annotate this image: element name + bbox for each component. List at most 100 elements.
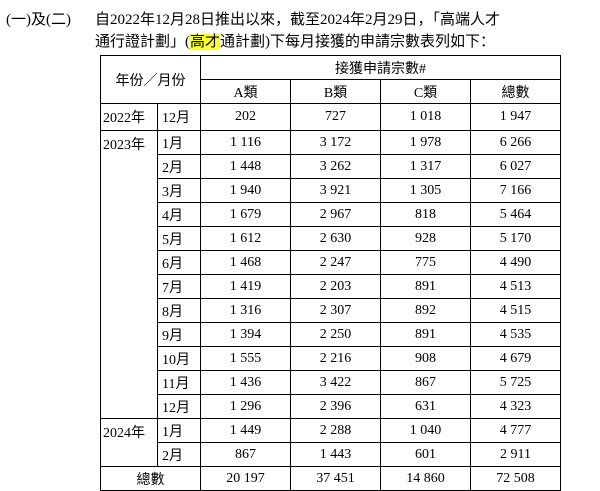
highlight: 高才 bbox=[190, 34, 221, 50]
month-cell: 10月 bbox=[157, 346, 201, 371]
value-cell: 2 216 bbox=[290, 346, 381, 371]
table-row: 2月 1 448 3 262 1 317 6 027 bbox=[101, 154, 561, 179]
value-cell: 3 422 bbox=[290, 370, 381, 395]
value-cell: 867 bbox=[200, 442, 291, 467]
value-cell: 867 bbox=[380, 370, 471, 395]
month-cell: 6月 bbox=[157, 250, 201, 275]
month-cell: 12月 bbox=[157, 394, 201, 419]
value-cell: 1 468 bbox=[200, 250, 291, 275]
value-cell: 4 515 bbox=[470, 298, 561, 323]
value-cell: 2 396 bbox=[290, 394, 381, 419]
value-cell: 2 250 bbox=[290, 322, 381, 347]
value-cell: 1 448 bbox=[200, 154, 291, 179]
value-cell: 818 bbox=[380, 202, 471, 227]
table-row: 2023年 1月 1 116 3 172 1 978 6 266 bbox=[100, 130, 561, 419]
table-row: 9月 1 394 2 250 891 4 535 bbox=[101, 322, 561, 347]
value-cell: 7 166 bbox=[470, 178, 561, 203]
value-cell: 2 247 bbox=[290, 250, 381, 275]
value-cell: 891 bbox=[380, 322, 471, 347]
total-cell: 37 451 bbox=[290, 466, 381, 491]
header-cell: 總數 bbox=[470, 79, 561, 104]
value-cell: 1 679 bbox=[200, 202, 291, 227]
value-cell: 1 947 bbox=[470, 103, 561, 131]
month-cell: 1月 bbox=[157, 130, 201, 155]
value-cell: 4 535 bbox=[470, 322, 561, 347]
month-cell: 4月 bbox=[157, 202, 201, 227]
value-cell: 3 921 bbox=[290, 178, 381, 203]
application-table: 年份／月份 接獲申請宗數# A類 B類 C類 總數 2022年 12月 202 727 1 018 1… bbox=[100, 55, 561, 491]
intro-line: 通行證計劃」(高才通計劃)下每月接獲的申請宗數表列如下： bbox=[95, 30, 495, 51]
value-cell: 1 040 bbox=[380, 418, 471, 443]
table-row: A類 B類 C類 總數 bbox=[101, 79, 561, 104]
total-cell: 14 860 bbox=[380, 466, 471, 491]
value-cell: 1 612 bbox=[200, 226, 291, 251]
value-cell: 4 323 bbox=[470, 394, 561, 419]
month-cell: 9月 bbox=[157, 322, 201, 347]
total-cell: 72 508 bbox=[470, 466, 561, 491]
value-cell: 1 940 bbox=[200, 178, 291, 203]
month-cell: 2月 bbox=[157, 442, 201, 467]
table-row: 12月 1 296 2 396 631 4 323 bbox=[101, 394, 561, 419]
value-cell: 1 978 bbox=[380, 130, 471, 155]
table-row: 2022年 12月 202 727 1 018 1 947 bbox=[100, 103, 561, 131]
month-cell: 1月 bbox=[157, 418, 201, 443]
value-cell: 1 316 bbox=[200, 298, 291, 323]
header-cell: B類 bbox=[290, 79, 381, 104]
value-cell: 1 018 bbox=[380, 103, 471, 131]
value-cell: 775 bbox=[380, 250, 471, 275]
value-cell: 1 394 bbox=[200, 322, 291, 347]
month-cell: 11月 bbox=[157, 370, 201, 395]
value-cell: 4 513 bbox=[470, 274, 561, 299]
table-row: 10月 1 555 2 216 908 4 679 bbox=[101, 346, 561, 371]
table-row: 5月 1 612 2 630 928 5 170 bbox=[101, 226, 561, 251]
intro-text: 通計劃)下每月接獲的申請宗數表列如下： bbox=[220, 34, 496, 50]
value-cell: 1 419 bbox=[200, 274, 291, 299]
table-row: 2月 867 1 443 601 2 911 bbox=[101, 442, 561, 467]
value-cell: 891 bbox=[380, 274, 471, 299]
month-cell: 5月 bbox=[157, 226, 201, 251]
table-row: 11月 1 436 3 422 867 5 725 bbox=[101, 370, 561, 395]
value-cell: 2 203 bbox=[290, 274, 381, 299]
value-cell: 5 170 bbox=[470, 226, 561, 251]
table-row: 7月 1 419 2 203 891 4 513 bbox=[101, 274, 561, 299]
value-cell: 1 449 bbox=[200, 418, 291, 443]
table-row: 3月 1 940 3 921 1 305 7 166 bbox=[101, 178, 561, 203]
value-cell: 3 262 bbox=[290, 154, 381, 179]
value-cell: 2 967 bbox=[290, 202, 381, 227]
year-cell: 2023年 bbox=[100, 130, 158, 419]
intro-line: 自2022年12月28日推出以來，截至2024年2月29日，「高端人才 bbox=[95, 12, 501, 28]
value-cell: 5 725 bbox=[470, 370, 561, 395]
page: (一)及(二) 自2022年12月28日推出以來，截至2024年2月29日，「高… bbox=[6, 12, 561, 491]
value-cell: 631 bbox=[380, 394, 471, 419]
month-cell: 3月 bbox=[157, 178, 201, 203]
table-row: 8月 1 316 2 307 892 4 515 bbox=[101, 298, 561, 323]
header-cell: 年份／月份 bbox=[100, 55, 201, 104]
value-cell: 4 679 bbox=[470, 346, 561, 371]
value-cell: 2 911 bbox=[470, 442, 561, 467]
value-cell: 3 172 bbox=[290, 130, 381, 155]
item-label: (一)及(二) bbox=[6, 12, 71, 28]
value-cell: 2 288 bbox=[290, 418, 381, 443]
month-cell: 8月 bbox=[157, 298, 201, 323]
value-cell: 928 bbox=[380, 226, 471, 251]
table-row: 年份／月份 接獲申請宗數# bbox=[100, 55, 561, 104]
value-cell: 1 555 bbox=[200, 346, 291, 371]
header-cell: C類 bbox=[380, 79, 471, 104]
value-cell: 908 bbox=[380, 346, 471, 371]
value-cell: 6 266 bbox=[470, 130, 561, 155]
value-cell: 601 bbox=[380, 442, 471, 467]
header-cell: 接獲申請宗數# bbox=[200, 55, 561, 80]
total-label: 總數 bbox=[100, 466, 201, 491]
value-cell: 1 436 bbox=[200, 370, 291, 395]
value-cell: 2 630 bbox=[290, 226, 381, 251]
header-cell: A類 bbox=[200, 79, 291, 104]
value-cell: 1 443 bbox=[290, 442, 381, 467]
month-cell: 12月 bbox=[157, 103, 201, 131]
value-cell: 4 490 bbox=[470, 250, 561, 275]
value-cell: 5 464 bbox=[470, 202, 561, 227]
value-cell: 202 bbox=[200, 103, 291, 131]
table-row: 6月 1 468 2 247 775 4 490 bbox=[101, 250, 561, 275]
month-cell: 7月 bbox=[157, 274, 201, 299]
value-cell: 1 305 bbox=[380, 178, 471, 203]
month-cell: 2月 bbox=[157, 154, 201, 179]
